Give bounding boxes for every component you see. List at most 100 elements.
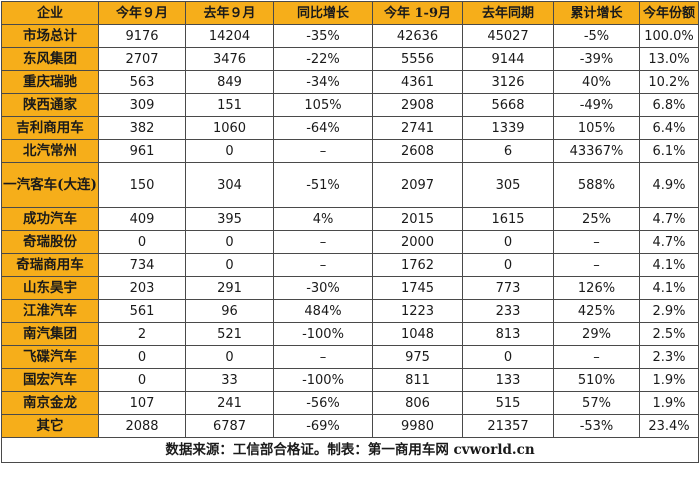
value-cell: 806 — [372, 391, 463, 415]
company-name-cell: 重庆瑞驰 — [1, 70, 99, 94]
value-cell: 563 — [98, 70, 186, 94]
value-cell: 975 — [372, 345, 463, 369]
value-cell: 811 — [372, 368, 463, 392]
value-cell: 0 — [185, 230, 274, 254]
value-cell: 1060 — [185, 116, 274, 140]
value-cell: 409 — [98, 207, 186, 231]
value-cell: 241 — [185, 391, 274, 415]
table-row: 山东昊宇 203 291 -30% 1745 773 126% 4.1% — [1, 276, 699, 300]
value-cell: 23.4% — [639, 414, 699, 438]
value-cell: 1762 — [372, 253, 463, 277]
company-name-cell: 江淮汽车 — [1, 299, 99, 323]
company-name-cell: 南京金龙 — [1, 391, 99, 415]
value-cell: -100% — [273, 322, 373, 346]
value-cell: 6.8% — [639, 93, 699, 117]
value-cell: – — [553, 230, 640, 254]
value-cell: 961 — [98, 139, 186, 163]
header-cumulative-growth: 累计增长 — [553, 1, 640, 25]
value-cell: – — [273, 345, 373, 369]
company-name-cell: 其它 — [1, 414, 99, 438]
value-cell: -49% — [553, 93, 640, 117]
value-cell: -64% — [273, 116, 373, 140]
header-company: 企业 — [1, 1, 99, 25]
value-cell: 151 — [185, 93, 274, 117]
value-cell: 2.5% — [639, 322, 699, 346]
value-cell: 21357 — [462, 414, 554, 438]
value-cell: 2.9% — [639, 299, 699, 323]
value-cell: 4.7% — [639, 230, 699, 254]
value-cell: 1.9% — [639, 391, 699, 415]
table-row: 吉利商用车 382 1060 -64% 2741 1339 105% 6.4% — [1, 116, 699, 140]
value-cell: 382 — [98, 116, 186, 140]
value-cell: 9980 — [372, 414, 463, 438]
value-cell: 9176 — [98, 24, 186, 48]
value-cell: -53% — [553, 414, 640, 438]
value-cell: -30% — [273, 276, 373, 300]
table-row: 南京金龙 107 241 -56% 806 515 57% 1.9% — [1, 391, 699, 415]
table-row: 国宏汽车 0 33 -100% 811 133 510% 1.9% — [1, 368, 699, 392]
value-cell: 6.1% — [639, 139, 699, 163]
value-cell: 0 — [462, 253, 554, 277]
value-cell: 561 — [98, 299, 186, 323]
company-name-cell: 南汽集团 — [1, 322, 99, 346]
value-cell: 521 — [185, 322, 274, 346]
value-cell: 734 — [98, 253, 186, 277]
value-cell: 107 — [98, 391, 186, 415]
value-cell: – — [553, 253, 640, 277]
value-cell: 773 — [462, 276, 554, 300]
value-cell: 3126 — [462, 70, 554, 94]
value-cell: 4.7% — [639, 207, 699, 231]
value-cell: 0 — [185, 345, 274, 369]
value-cell: 133 — [462, 368, 554, 392]
table-row: 东风集团 2707 3476 -22% 5556 9144 -39% 13.0% — [1, 47, 699, 71]
value-cell: -5% — [553, 24, 640, 48]
table-row: 成功汽车 409 395 4% 2015 1615 25% 4.7% — [1, 207, 699, 231]
value-cell: 42636 — [372, 24, 463, 48]
company-name-cell: 一汽客车(大连) — [1, 162, 99, 208]
company-name-cell: 东风集团 — [1, 47, 99, 71]
value-cell: 203 — [98, 276, 186, 300]
company-name-cell: 陕西通家 — [1, 93, 99, 117]
company-name-cell: 国宏汽车 — [1, 368, 99, 392]
value-cell: 13.0% — [639, 47, 699, 71]
value-cell: 2000 — [372, 230, 463, 254]
value-cell: -22% — [273, 47, 373, 71]
value-cell: 233 — [462, 299, 554, 323]
header-row: 企业 今年９月 去年９月 同比增长 今年 1-9月 去年同期 累计增长 今年份额 — [1, 1, 699, 25]
table-row: 陕西通家 309 151 105% 2908 5668 -49% 6.8% — [1, 93, 699, 117]
value-cell: – — [273, 253, 373, 277]
value-cell: 2.3% — [639, 345, 699, 369]
company-name-cell: 奇瑞商用车 — [1, 253, 99, 277]
source-note: 数据来源：工信部合格证。制表：第一商用车网 cvworld.cn — [1, 437, 699, 463]
value-cell: 6.4% — [639, 116, 699, 140]
value-cell: 1048 — [372, 322, 463, 346]
value-cell: 2908 — [372, 93, 463, 117]
value-cell: 1615 — [462, 207, 554, 231]
value-cell: – — [273, 230, 373, 254]
value-cell: -51% — [273, 162, 373, 208]
header-last-year-ytd: 去年同期 — [462, 1, 554, 25]
value-cell: 1745 — [372, 276, 463, 300]
value-cell: 813 — [462, 322, 554, 346]
value-cell: 4% — [273, 207, 373, 231]
value-cell: 126% — [553, 276, 640, 300]
company-name-cell: 飞碟汽车 — [1, 345, 99, 369]
value-cell: -39% — [553, 47, 640, 71]
value-cell: -35% — [273, 24, 373, 48]
value-cell: 510% — [553, 368, 640, 392]
value-cell: -34% — [273, 70, 373, 94]
value-cell: 14204 — [185, 24, 274, 48]
table-body: 市场总计 9176 14204 -35% 42636 45027 -5% 100.0% 东风集团… — [1, 24, 699, 438]
value-cell: 0 — [98, 345, 186, 369]
value-cell: 0 — [185, 139, 274, 163]
value-cell: 105% — [553, 116, 640, 140]
value-cell: 45027 — [462, 24, 554, 48]
value-cell: 1223 — [372, 299, 463, 323]
value-cell: 304 — [185, 162, 274, 208]
value-cell: 4361 — [372, 70, 463, 94]
value-cell: 96 — [185, 299, 274, 323]
table-row: 一汽客车(大连) 150 304 -51% 2097 305 588% 4.9% — [1, 162, 699, 208]
header-yoy-growth: 同比增长 — [273, 1, 373, 25]
table-row: 飞碟汽车 0 0–975 0–2.3% — [1, 345, 699, 369]
